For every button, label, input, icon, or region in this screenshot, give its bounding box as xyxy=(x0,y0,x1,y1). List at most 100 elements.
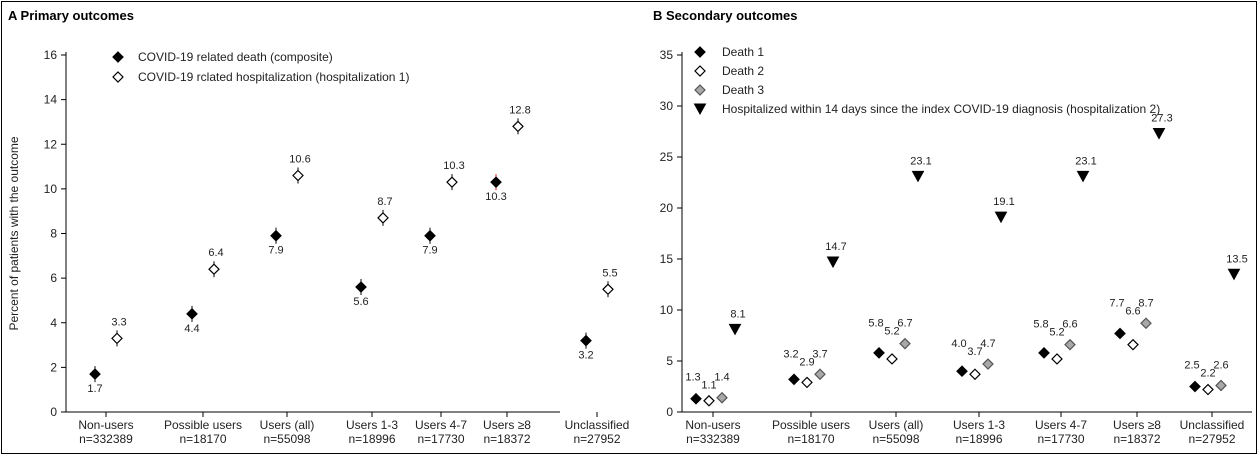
data-point xyxy=(1038,346,1050,359)
data-label: 7.9 xyxy=(422,245,437,257)
data-point xyxy=(886,353,898,365)
data-label: 6.7 xyxy=(897,318,912,330)
data-label: 4.4 xyxy=(184,323,199,335)
legend-marker xyxy=(112,71,124,83)
data-point xyxy=(1076,170,1090,183)
data-label: 1.4 xyxy=(714,372,729,384)
data-point xyxy=(788,373,800,386)
x-category-n: n=17730 xyxy=(1037,432,1084,446)
x-category-label: Non-users xyxy=(685,418,740,432)
data-point xyxy=(899,337,911,350)
y-tick-label: 8 xyxy=(50,227,57,241)
y-tick-label: 20 xyxy=(660,201,674,215)
x-category-n: n=18372 xyxy=(483,432,530,446)
data-point xyxy=(208,263,220,276)
panel-b: B Secondary outcomes 0 5 10 15 20 25 30 35 Non-us… xyxy=(653,8,1252,446)
data-label: 6.4 xyxy=(208,247,223,259)
x-category-n: n=18372 xyxy=(1113,432,1160,446)
data-label: 5.6 xyxy=(353,296,368,308)
data-label: 3.2 xyxy=(783,348,798,360)
legend-marker xyxy=(694,46,706,58)
x-category-label: Unclassified xyxy=(1180,418,1245,432)
data-point xyxy=(716,391,728,404)
data-label: 5.2 xyxy=(1049,327,1064,339)
data-point xyxy=(1152,128,1166,140)
data-label: 5.2 xyxy=(884,326,899,338)
x-category-n: n=18170 xyxy=(787,432,834,446)
legend-entry: Death 2 xyxy=(722,64,764,78)
data-label: 14.7 xyxy=(825,241,846,253)
data-point xyxy=(956,365,968,378)
data-label: 10.3 xyxy=(485,191,506,203)
data-point xyxy=(1051,353,1063,365)
data-point xyxy=(111,332,123,345)
x-category-label: Possible users xyxy=(772,418,850,432)
data-label: 12.8 xyxy=(509,104,530,116)
x-category-label: Users 4-7 xyxy=(1035,418,1087,432)
data-point xyxy=(1189,380,1201,393)
legend-marker xyxy=(693,103,707,116)
x-category-n: n=27952 xyxy=(1188,432,1235,446)
data-point xyxy=(490,176,502,189)
data-label: 4.0 xyxy=(951,338,966,350)
legend-entry: Hospitalized within 14 days since the in… xyxy=(722,102,1160,116)
data-point xyxy=(969,368,981,381)
y-tick-label: 0 xyxy=(666,405,673,419)
x-category-n: n=18996 xyxy=(955,432,1002,446)
data-point xyxy=(186,307,198,320)
x-category-label: Non-users xyxy=(78,418,133,432)
y-tick-label: 14 xyxy=(44,93,58,107)
y-tick-label: 10 xyxy=(660,303,674,317)
data-point xyxy=(377,212,389,224)
data-label: 1.1 xyxy=(701,380,716,392)
data-label: 2.5 xyxy=(1184,359,1199,371)
data-label: 13.5 xyxy=(1226,253,1247,265)
data-point xyxy=(89,368,101,380)
y-tick-label: 6 xyxy=(50,271,57,285)
data-label: 3.3 xyxy=(111,316,126,328)
data-point xyxy=(728,323,742,336)
y-tick-label: 35 xyxy=(660,48,674,62)
data-label: 7.7 xyxy=(1109,297,1124,309)
data-label: 6.6 xyxy=(1062,319,1077,331)
data-label: 10.6 xyxy=(289,153,310,165)
data-point xyxy=(690,392,702,405)
y-tick-label: 15 xyxy=(660,252,674,266)
data-point xyxy=(801,376,813,389)
x-category-n: n=18996 xyxy=(348,432,395,446)
data-point xyxy=(446,176,458,189)
data-label: 1.7 xyxy=(87,383,102,395)
y-tick-label: 30 xyxy=(660,99,674,113)
data-label: 1.3 xyxy=(685,372,700,384)
data-point xyxy=(270,229,282,242)
data-label: 5.8 xyxy=(868,318,883,330)
y-tick-label: 2 xyxy=(50,360,57,374)
x-category-label: Users ≥8 xyxy=(483,418,531,432)
y-tick-label: 5 xyxy=(666,354,673,368)
data-label: 2.6 xyxy=(1213,359,1228,371)
y-axis-title: Percent of patients with the outcome xyxy=(7,136,21,330)
data-label: 6.6 xyxy=(1125,305,1140,317)
y-tick-label: 25 xyxy=(660,150,674,164)
data-point xyxy=(1215,379,1227,392)
data-label: 2.2 xyxy=(1200,367,1215,379)
x-category-label: Users 1-3 xyxy=(346,418,398,432)
data-point xyxy=(424,229,436,242)
x-category-n: n=18170 xyxy=(179,432,226,446)
legend-entry: COVID-19 related death (composite) xyxy=(138,50,333,64)
data-label: 23.1 xyxy=(910,155,931,167)
data-point xyxy=(814,368,826,381)
data-point xyxy=(1064,338,1076,351)
data-point xyxy=(1202,383,1214,396)
data-label: 10.3 xyxy=(443,160,464,172)
x-category-label: Users 4-7 xyxy=(415,418,467,432)
data-point xyxy=(1227,268,1241,281)
data-point xyxy=(994,211,1008,224)
data-label: 23.1 xyxy=(1075,155,1096,167)
y-tick-label: 4 xyxy=(50,316,57,330)
y-tick-label: 16 xyxy=(44,48,58,62)
x-category-label: Unclassified xyxy=(565,418,630,432)
panel-a: A Primary outcomes 0 2 4 6 8 10 12 14 16 Percent o… xyxy=(7,8,629,446)
x-category-n: n=17730 xyxy=(417,432,464,446)
